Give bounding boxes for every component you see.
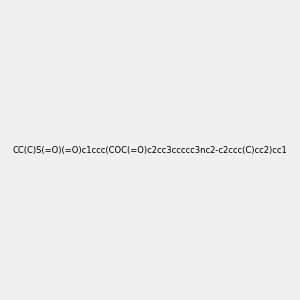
Text: CC(C)S(=O)(=O)c1ccc(COC(=O)c2cc3ccccc3nc2-c2ccc(C)cc2)cc1: CC(C)S(=O)(=O)c1ccc(COC(=O)c2cc3ccccc3nc…: [13, 146, 287, 154]
